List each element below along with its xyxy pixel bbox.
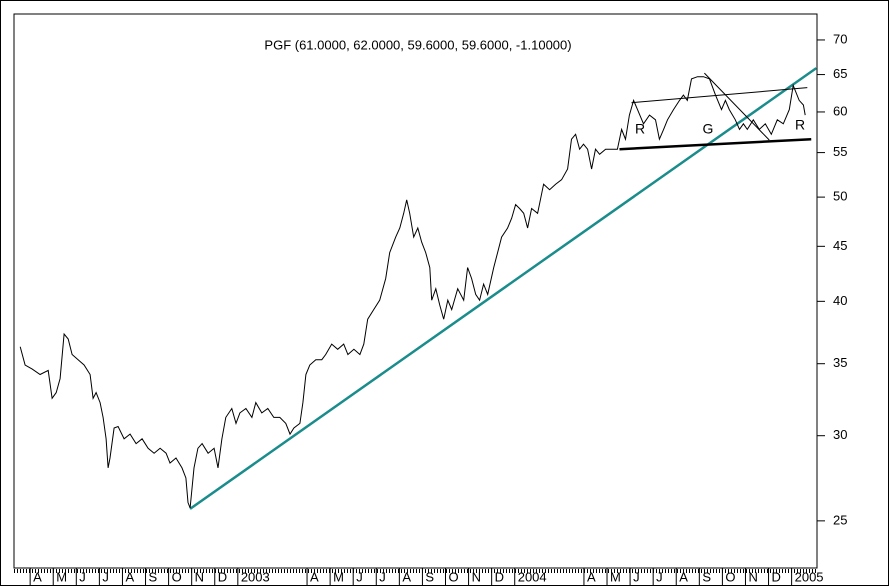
y-tick-label: 30: [833, 427, 847, 442]
x-tick-label: N: [748, 569, 757, 584]
x-tick-label: N: [195, 569, 204, 584]
x-tick-label: D: [218, 569, 227, 584]
y-tick-label: 25: [833, 512, 847, 527]
x-tick-label: M: [333, 569, 344, 584]
plot-frame: [13, 13, 818, 569]
trend-line: [619, 137, 812, 151]
x-tick-label: 2005: [795, 569, 824, 584]
y-tick-label: 65: [833, 66, 847, 81]
x-tick-label: D: [772, 569, 781, 584]
y-tick-label: 70: [833, 31, 847, 46]
annotation: G: [703, 121, 714, 137]
x-tick-label: 2003: [241, 569, 270, 584]
y-tick-label: 60: [833, 103, 847, 118]
x-tick-label: J: [356, 569, 363, 584]
y-tick-label: 45: [833, 238, 847, 253]
x-tick-label: O: [172, 569, 182, 584]
x-tick-label: N: [472, 569, 481, 584]
y-tick-label: 50: [833, 189, 847, 204]
x-tick-label: O: [448, 569, 458, 584]
x-tick-label: M: [610, 569, 621, 584]
x-tick-label: A: [402, 569, 411, 584]
x-tick-label: S: [702, 569, 711, 584]
x-tick-label: 2004: [518, 569, 547, 584]
x-tick-label: S: [425, 569, 434, 584]
x-tick-label: A: [33, 569, 42, 584]
x-tick-label: A: [310, 569, 319, 584]
x-tick-label: A: [679, 569, 688, 584]
chart-title: PGF (61.0000, 62.0000, 59.6000, 59.6000,…: [264, 37, 571, 52]
x-tick-label: D: [495, 569, 504, 584]
x-tick-label: O: [725, 569, 735, 584]
annotation: R: [635, 121, 645, 137]
x-tick-label: J: [79, 569, 86, 584]
y-tick-label: 40: [833, 293, 847, 308]
price-line: [19, 76, 806, 509]
x-tick-label: J: [379, 569, 386, 584]
trend-line: [631, 87, 808, 104]
x-tick-label: M: [56, 569, 67, 584]
y-tick-label: 35: [833, 355, 847, 370]
x-tick-label: J: [633, 569, 640, 584]
x-tick-label: A: [587, 569, 596, 584]
x-tick-label: A: [125, 569, 134, 584]
x-tick-label: S: [149, 569, 158, 584]
x-tick-label: J: [656, 569, 663, 584]
y-tick-label: 55: [833, 144, 847, 159]
trend-line: [189, 67, 818, 510]
x-tick-label: J: [102, 569, 109, 584]
annotation: R: [795, 117, 805, 133]
